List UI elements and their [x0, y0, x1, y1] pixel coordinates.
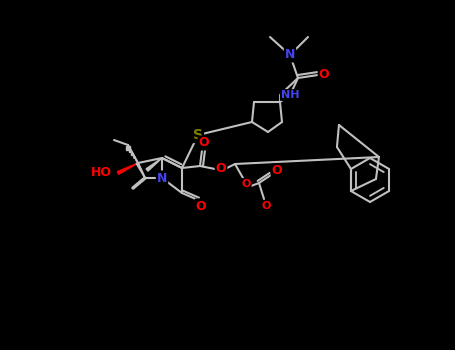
Text: O: O [261, 201, 271, 211]
Text: N: N [285, 49, 295, 62]
Text: O: O [216, 162, 226, 175]
Text: O: O [272, 164, 282, 177]
Text: O: O [196, 199, 206, 212]
Text: HO: HO [91, 167, 112, 180]
Polygon shape [136, 162, 145, 178]
Text: O: O [241, 179, 251, 189]
Text: NH: NH [281, 90, 299, 100]
Text: O: O [199, 136, 209, 149]
Text: O: O [318, 69, 329, 82]
Text: N: N [157, 172, 167, 184]
Polygon shape [117, 163, 138, 174]
Polygon shape [146, 158, 162, 171]
Text: S: S [193, 128, 203, 142]
